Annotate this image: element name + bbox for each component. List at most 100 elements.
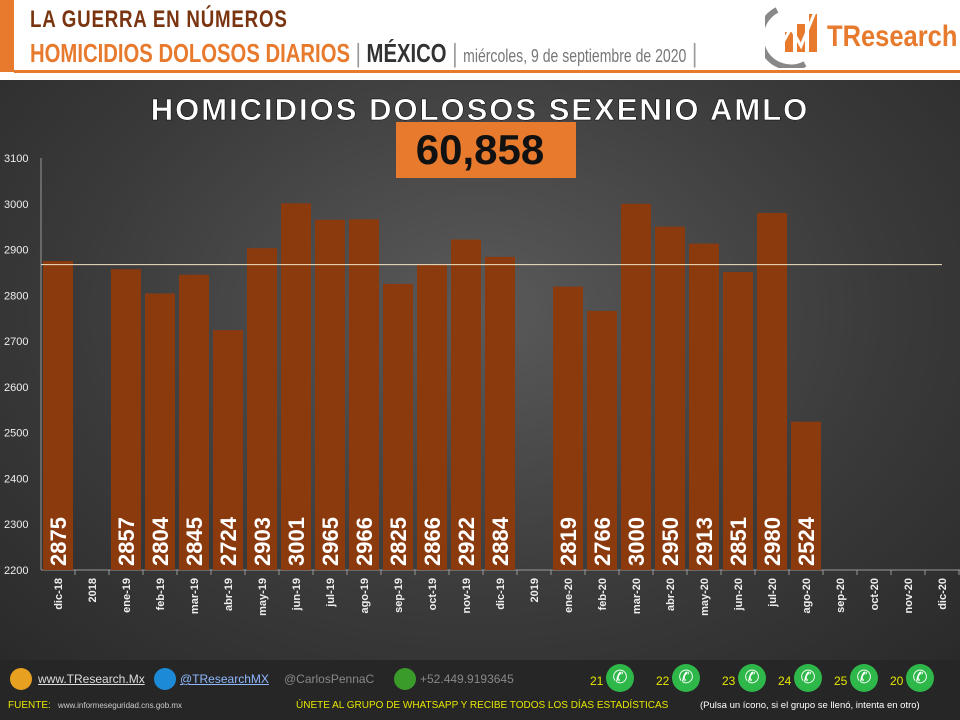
whatsapp-note: (Pulsa un ícono, si el grupo se llenó, i… (700, 700, 920, 711)
x-tick-label: feb-19 (155, 578, 167, 610)
x-tick-label: nov-20 (903, 578, 915, 613)
y-tick-label: 2500 (4, 428, 28, 440)
group-number: 23 (722, 674, 736, 688)
x-tick-label: 2019 (529, 578, 541, 602)
phone-number: +52.449.9193645 (420, 672, 514, 686)
data-label: 2965 (318, 517, 343, 566)
data-label: 2950 (658, 517, 683, 566)
y-tick-label: 2300 (4, 519, 28, 531)
group-number: 22 (656, 674, 670, 688)
group-number: 21 (590, 674, 604, 688)
website-link[interactable]: www.TResearch.Mx (38, 672, 145, 686)
y-tick-label: 2700 (4, 336, 28, 348)
date: miércoles, 9 de septiembre de 2020 (463, 46, 687, 66)
bar-feb-19 (145, 293, 175, 570)
bar-jun-19 (281, 203, 311, 570)
globe-icon (10, 668, 32, 690)
x-tick-label: dic-19 (495, 578, 507, 610)
group-number: 25 (834, 674, 848, 688)
data-label: 2819 (556, 517, 581, 566)
x-tick-label: ene-20 (563, 578, 575, 613)
data-label: 2903 (250, 517, 275, 566)
bar-ago-19 (349, 219, 379, 570)
data-label: 2825 (386, 517, 411, 566)
data-label: 2857 (114, 517, 139, 566)
x-tick-label: feb-20 (597, 578, 609, 610)
header: LA GUERRA EN NÚMEROS HOMICIDIOS DOLOSOS … (0, 0, 960, 80)
y-tick-label: 2600 (4, 382, 28, 394)
separator: | (452, 38, 458, 68)
bar-jun-20 (723, 271, 753, 570)
bar-may-19 (247, 248, 277, 570)
whatsapp-icon[interactable]: ✆ (906, 664, 934, 692)
whatsapp-cta: ÚNETE AL GRUPO DE WHATSAPP Y RECIBE TODO… (296, 700, 669, 711)
data-label: 2766 (590, 517, 615, 566)
whatsapp-icon[interactable]: ✆ (794, 664, 822, 692)
twitter-link[interactable]: @TResearchMX (180, 672, 269, 686)
bar-mar-19 (179, 274, 209, 570)
phone-icon (394, 668, 416, 690)
x-tick-label: dic-20 (937, 578, 949, 610)
country: MÉXICO (366, 38, 447, 68)
bar-ene-19 (111, 269, 141, 570)
y-tick-label: 2900 (4, 245, 28, 257)
y-tick-label: 2400 (4, 473, 28, 485)
bar-feb-20 (587, 310, 617, 570)
x-tick-label: ago-19 (359, 578, 371, 613)
group-number: 20 (890, 674, 904, 688)
total-value: 60,858 (416, 126, 544, 173)
data-label: 2884 (488, 516, 513, 566)
x-tick-label: sep-20 (835, 578, 847, 613)
data-label: 2866 (420, 517, 445, 566)
bar-may-20 (689, 243, 719, 571)
data-label: 2845 (182, 517, 207, 566)
data-label: 3000 (624, 517, 649, 566)
whatsapp-icon[interactable]: ✆ (672, 664, 700, 692)
subtitle-topic: HOMICIDIOS DOLOSOS DIARIOS (30, 38, 350, 68)
x-tick-label: jul-19 (325, 578, 337, 608)
data-label: 3001 (284, 517, 309, 566)
bar-jul-20 (757, 212, 787, 570)
y-tick-label: 3000 (4, 199, 28, 211)
twitter-icon (154, 668, 176, 690)
x-tick-label: oct-19 (427, 578, 439, 610)
x-tick-label: abr-19 (223, 578, 235, 611)
whatsapp-icon[interactable]: ✆ (738, 664, 766, 692)
y-tick-label: 2800 (4, 290, 28, 302)
bar-mar-20 (621, 203, 651, 570)
bar-sep-19 (383, 283, 413, 570)
separator: | (355, 38, 361, 68)
x-tick-label: sep-19 (393, 578, 405, 613)
x-tick-label: abr-20 (665, 578, 677, 611)
data-label: 2804 (148, 516, 173, 566)
x-tick-label: mar-20 (631, 578, 643, 614)
tresearch-logo: TResearch (757, 2, 960, 71)
header-title: LA GUERRA EN NÚMEROS (30, 6, 288, 33)
x-tick-label: mar-19 (189, 578, 201, 614)
x-tick-label: 2018 (87, 578, 99, 602)
whatsapp-icon[interactable]: ✆ (606, 664, 634, 692)
chart-title: HOMICIDIOS DOLOSOS SEXENIO AMLO (151, 92, 810, 127)
bar-oct-19 (417, 265, 447, 570)
header-subtitle: HOMICIDIOS DOLOSOS DIARIOS | MÉXICO | mi… (30, 38, 697, 69)
y-tick-label: 2200 (4, 565, 28, 577)
footer: www.TResearch.Mx @TResearchMX @CarlosPen… (0, 660, 960, 720)
group-number: 24 (778, 674, 792, 688)
x-tick-label: ago-20 (801, 578, 813, 613)
bar-abr-19 (213, 330, 243, 570)
logo-icon (757, 7, 817, 71)
bar-nov-19 (451, 239, 481, 571)
chart-area: HOMICIDIOS DOLOSOS SEXENIO AMLO 60,858 2… (0, 80, 960, 660)
bar-dic-18 (43, 261, 73, 570)
bar-ene-20 (553, 286, 583, 570)
data-label: 2851 (726, 517, 751, 566)
x-tick-label: nov-19 (461, 578, 473, 613)
user-handle: @CarlosPennaC (284, 672, 375, 686)
data-label: 2875 (46, 517, 71, 566)
data-label: 2724 (216, 516, 241, 566)
x-tick-label: dic-18 (53, 578, 65, 610)
source-url: www.informeseguridad.cns.gob.mx (58, 701, 183, 710)
x-tick-label: jun-19 (291, 578, 303, 611)
x-tick-label: jul-20 (767, 578, 779, 608)
whatsapp-icon[interactable]: ✆ (850, 664, 878, 692)
